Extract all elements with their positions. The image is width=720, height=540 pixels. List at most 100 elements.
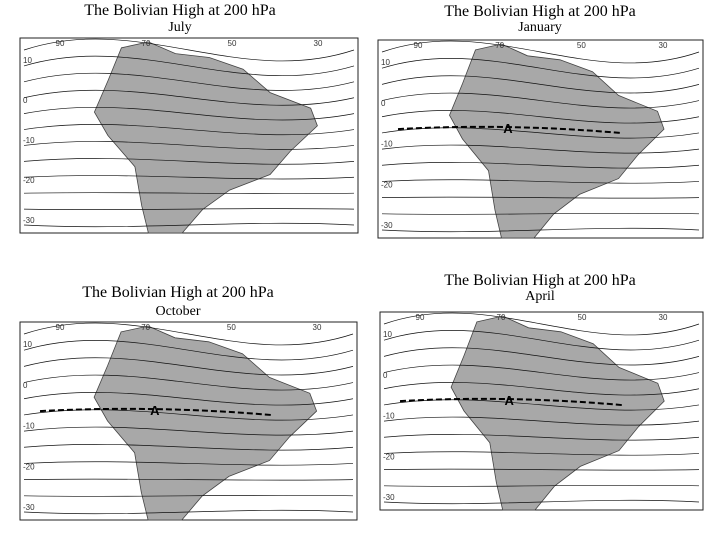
lat-label: -20 (23, 462, 35, 471)
lat-label: -10 (381, 140, 393, 149)
panel-month: October (155, 304, 200, 319)
streamline (23, 158, 355, 165)
panel-title: The Bolivian High at 200 hPa (84, 2, 276, 19)
lon-label: 50 (227, 323, 236, 332)
streamline (383, 484, 700, 487)
streamline (381, 144, 700, 154)
ridge-line (397, 125, 622, 135)
streamline (23, 38, 355, 62)
ridge-line (399, 397, 623, 407)
lat-label: 0 (381, 99, 386, 108)
streamline (23, 208, 355, 211)
streamline (23, 374, 354, 391)
streamline (383, 451, 700, 456)
streamline (383, 312, 700, 336)
streamline (381, 127, 700, 139)
streamline (23, 494, 354, 497)
streamline (23, 426, 354, 436)
lon-label: 70 (497, 313, 506, 322)
lon-label: 70 (495, 41, 504, 50)
panel-month: July (168, 20, 191, 35)
lon-label: 30 (313, 323, 322, 332)
streamline (23, 222, 355, 228)
streamline (23, 106, 355, 121)
streamline (23, 123, 355, 136)
lon-label: 30 (314, 39, 323, 48)
streamline (23, 444, 354, 451)
streamline (383, 382, 700, 396)
streamline (23, 55, 355, 77)
streamline (383, 347, 700, 366)
lon-label: 70 (141, 323, 150, 332)
streamline (23, 509, 354, 515)
lon-label: 90 (414, 41, 423, 50)
streamline (23, 322, 354, 346)
streamline (381, 40, 700, 64)
streamline (23, 340, 354, 361)
ridge-line (39, 407, 273, 417)
panel-title: The Bolivian High at 200 hPa (444, 3, 636, 20)
streamline (381, 179, 700, 184)
panel-month: January (518, 20, 562, 35)
streamline (383, 499, 700, 505)
lat-label: 10 (383, 330, 392, 339)
lat-label: -20 (381, 180, 393, 189)
panel-month: April (525, 289, 555, 304)
streamline (383, 364, 700, 381)
high-label: A (503, 121, 513, 136)
streamline (383, 416, 700, 426)
lat-label: -20 (23, 176, 35, 185)
high-label: A (505, 393, 515, 408)
lat-label: -20 (383, 452, 395, 461)
map-panel: The Bolivian High at 200 hPa October 90 70 5… (19, 284, 358, 521)
streamline (23, 175, 355, 180)
lon-label: 90 (56, 39, 65, 48)
high-label: A (150, 403, 160, 418)
streamline (23, 72, 355, 91)
lat-label: -10 (383, 412, 395, 421)
streamline (23, 357, 354, 376)
streamline (383, 330, 700, 351)
lon-label: 70 (142, 39, 151, 48)
lon-label: 90 (416, 313, 425, 322)
streamline (381, 75, 700, 94)
streamline (381, 212, 700, 215)
lat-label: 0 (23, 96, 28, 105)
streamline (381, 110, 700, 124)
lon-label: 50 (577, 41, 586, 50)
lat-label: 10 (23, 340, 32, 349)
lat-label: -10 (23, 136, 35, 145)
lat-label: 10 (23, 56, 32, 65)
streamline (381, 92, 700, 109)
lon-label: 50 (578, 313, 587, 322)
streamline (381, 196, 700, 199)
streamline (383, 468, 700, 471)
streamline (383, 399, 700, 411)
streamline (23, 89, 355, 106)
lat-label: -30 (383, 493, 395, 502)
lat-label: 0 (23, 381, 28, 390)
lon-label: 50 (228, 39, 237, 48)
streamline (23, 478, 354, 481)
lat-label: -30 (381, 221, 393, 230)
lon-label: 90 (56, 323, 65, 332)
lon-label: 30 (659, 313, 668, 322)
streamline (381, 162, 700, 169)
lat-label: 10 (381, 58, 390, 67)
streamline (23, 192, 355, 195)
streamline (383, 434, 700, 441)
streamline (23, 461, 354, 466)
streamline (381, 58, 700, 79)
streamline (23, 392, 354, 406)
panel-title: The Bolivian High at 200 hPa (82, 284, 274, 301)
panel-title: The Bolivian High at 200 hPa (444, 272, 636, 289)
lat-label: -30 (23, 216, 35, 225)
lon-label: 30 (659, 41, 668, 50)
lat-label: -30 (23, 503, 35, 512)
lat-label: -10 (23, 422, 35, 431)
streamline (381, 227, 700, 233)
